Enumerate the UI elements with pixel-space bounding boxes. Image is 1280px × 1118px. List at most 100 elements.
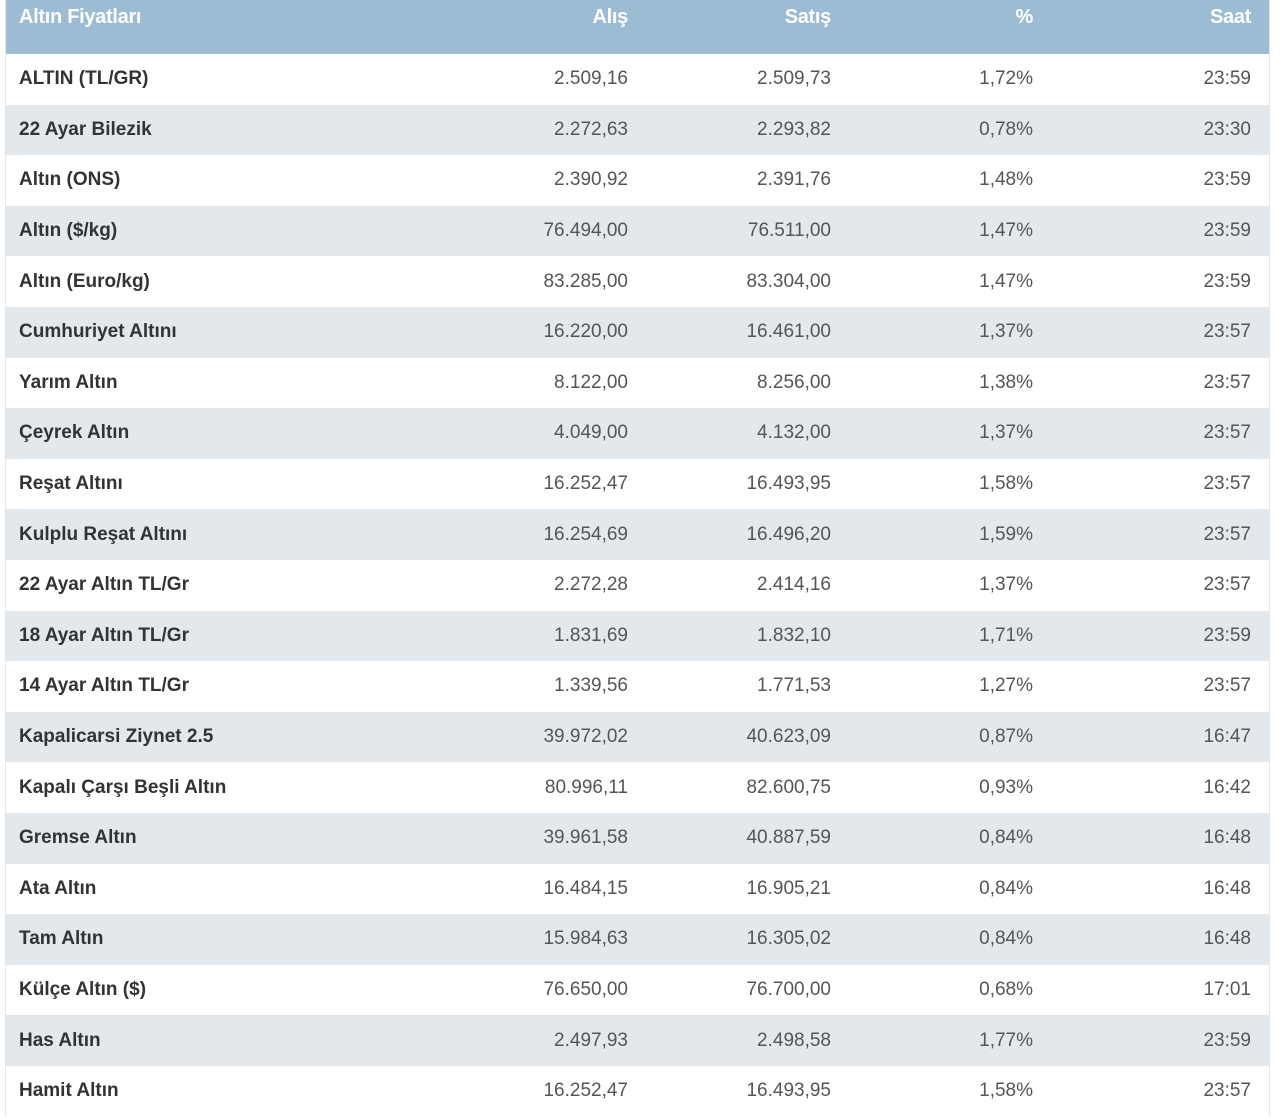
row-time: 16:48 <box>1203 827 1251 849</box>
row-buy: 16.220,00 <box>543 321 628 343</box>
row-change: 0,78% <box>979 118 1033 140</box>
gold-prices-table: Altın Fiyatları Alış Satış % Saat ALTIN … <box>6 0 1269 1117</box>
row-name: Kapalicarsi Ziynet 2.5 <box>19 726 214 748</box>
header-row: Altın Fiyatları Alış Satış % Saat <box>6 0 1269 54</box>
table-row[interactable]: Cumhuriyet Altını 16.220,00 16.461,00 1,37%… <box>6 306 1269 358</box>
header-change: % <box>1015 6 1034 28</box>
row-sell: 40.887,59 <box>746 827 831 849</box>
table-row[interactable]: Gremse Altın 39.961,58 40.887,59 0,84% 16:48 <box>6 812 1269 864</box>
row-name: Ata Altın <box>19 877 97 899</box>
table-row[interactable]: Kapalı Çarşı Beşli Altın 80.996,11 82.600,… <box>6 762 1269 813</box>
row-change: 0,84% <box>979 928 1033 950</box>
row-sell: 1.832,10 <box>757 624 831 646</box>
row-sell: 16.493,95 <box>746 473 831 495</box>
row-buy: 1.831,69 <box>554 624 628 646</box>
row-time: 23:57 <box>1203 675 1251 697</box>
row-time: 17:01 <box>1203 978 1251 1000</box>
row-buy: 1.339,56 <box>554 675 628 697</box>
row-sell: 83.304,00 <box>746 270 831 292</box>
row-name: Has Altın <box>19 1029 101 1051</box>
row-sell: 16.493,95 <box>746 1080 831 1102</box>
table-header: Altın Fiyatları Alış Satış % Saat <box>6 0 1269 54</box>
table-row[interactable]: Külçe Altın ($) 76.650,00 76.700,00 0,68% 17… <box>6 964 1269 1016</box>
row-change: 1,58% <box>979 1080 1033 1102</box>
row-buy: 15.984,63 <box>543 928 628 950</box>
row-buy: 76.494,00 <box>543 220 628 242</box>
row-buy: 2.272,63 <box>554 118 628 140</box>
table-row[interactable]: ALTIN (TL/GR) 2.509,16 2.509,73 1,72% 23:59 <box>6 54 1269 105</box>
row-time: 23:59 <box>1203 270 1251 292</box>
row-change: 1,77% <box>979 1029 1033 1051</box>
row-change: 1,58% <box>979 473 1033 495</box>
row-sell: 2.414,16 <box>757 574 831 596</box>
row-sell: 2.498,58 <box>757 1029 831 1051</box>
table-row[interactable]: Altın (Euro/kg) 83.285,00 83.304,00 1,47% 23… <box>6 256 1269 307</box>
row-time: 23:57 <box>1203 1080 1251 1102</box>
row-time: 23:59 <box>1203 1029 1251 1051</box>
row-name: Gremse Altın <box>19 827 137 849</box>
table-row[interactable]: Tam Altın 15.984,63 16.305,02 0,84% 16:48 <box>6 914 1269 965</box>
row-name: Kapalı Çarşı Beşli Altın <box>19 776 227 798</box>
header-sell: Satış <box>784 6 832 28</box>
row-name: Altın (Euro/kg) <box>19 270 150 292</box>
table-row[interactable]: Hamit Altın 16.252,47 16.493,95 1,58% 23:57 <box>6 1065 1269 1117</box>
row-time: 23:57 <box>1203 574 1251 596</box>
row-name: Cumhuriyet Altını <box>19 321 177 343</box>
row-name: Çeyrek Altın <box>19 422 130 444</box>
row-sell: 40.623,09 <box>746 726 831 748</box>
row-time: 16:47 <box>1203 726 1251 748</box>
row-sell: 1.771,53 <box>757 675 831 697</box>
row-buy: 39.972,02 <box>543 726 628 748</box>
row-buy: 16.254,69 <box>543 523 628 545</box>
table-row[interactable]: Altın (ONS) 2.390,92 2.391,76 1,48% 23:59 <box>6 155 1269 206</box>
row-sell: 16.905,21 <box>746 877 831 899</box>
row-sell: 2.391,76 <box>757 169 831 191</box>
row-sell: 76.511,00 <box>747 220 831 242</box>
row-sell: 16.305,02 <box>746 928 831 950</box>
row-time: 23:59 <box>1203 220 1251 242</box>
row-name: 18 Ayar Altın TL/Gr <box>19 624 189 646</box>
row-name: Hamit Altın <box>19 1080 119 1102</box>
row-name: Altın ($/kg) <box>19 220 118 242</box>
row-change: 1,47% <box>979 270 1033 292</box>
table-body: ALTIN (TL/GR) 2.509,16 2.509,73 1,72% 23:59 2… <box>6 54 1269 1117</box>
row-buy: 2.272,28 <box>554 574 628 596</box>
header-name: Altın Fiyatları <box>19 6 142 28</box>
row-sell: 2.509,73 <box>757 68 831 90</box>
row-buy: 83.285,00 <box>543 270 628 292</box>
row-name: Altın (ONS) <box>19 169 121 191</box>
row-name: Reşat Altını <box>19 473 123 495</box>
table-row[interactable]: Altın ($/kg) 76.494,00 76.511,00 1,47% 23:59 <box>6 205 1269 257</box>
table-row[interactable]: Has Altın 2.497,93 2.498,58 1,77% 23:59 <box>6 1015 1269 1066</box>
table-row[interactable]: Ata Altın 16.484,15 16.905,21 0,84% 16:48 <box>6 863 1269 915</box>
row-time: 16:42 <box>1203 776 1251 798</box>
table-row[interactable]: 22 Ayar Bilezik 2.272,63 2.293,82 0,78% 23:3… <box>6 104 1269 156</box>
row-time: 23:57 <box>1203 523 1251 545</box>
table-row[interactable]: 18 Ayar Altın TL/Gr 1.831,69 1.832,10 1,71%… <box>6 610 1269 662</box>
row-time: 16:48 <box>1203 928 1251 950</box>
row-change: 1,37% <box>979 574 1033 596</box>
table-row[interactable]: Reşat Altını 16.252,47 16.493,95 1,58% 23:57 <box>6 458 1269 510</box>
row-change: 0,93% <box>979 776 1033 798</box>
row-change: 1,59% <box>979 523 1033 545</box>
row-name: Kulplu Reşat Altını <box>19 523 188 545</box>
row-name: 22 Ayar Bilezik <box>19 118 152 140</box>
row-sell: 16.461,00 <box>746 321 831 343</box>
row-change: 0,84% <box>979 877 1033 899</box>
table-row[interactable]: 22 Ayar Altın TL/Gr 2.272,28 2.414,16 1,37%… <box>6 559 1269 611</box>
row-change: 1,37% <box>979 422 1033 444</box>
table-row[interactable]: Yarım Altın 8.122,00 8.256,00 1,38% 23:57 <box>6 357 1269 409</box>
row-change: 1,47% <box>979 220 1033 242</box>
table-row[interactable]: Kulplu Reşat Altını 16.254,69 16.496,20 1,5… <box>6 509 1269 560</box>
table-row[interactable]: Çeyrek Altın 4.049,00 4.132,00 1,37% 23:57 <box>6 408 1269 459</box>
row-time: 16:48 <box>1203 877 1251 899</box>
row-change: 1,71% <box>979 624 1033 646</box>
row-time: 23:59 <box>1203 624 1251 646</box>
row-time: 23:59 <box>1203 68 1251 90</box>
table-row[interactable]: Kapalicarsi Ziynet 2.5 39.972,02 40.623,09… <box>6 711 1269 763</box>
row-buy: 76.650,00 <box>543 978 628 1000</box>
row-time: 23:57 <box>1203 371 1251 393</box>
table-row[interactable]: 14 Ayar Altın TL/Gr 1.339,56 1.771,53 1,27%… <box>6 661 1269 712</box>
row-sell: 76.700,00 <box>746 978 831 1000</box>
row-name: 14 Ayar Altın TL/Gr <box>19 675 189 697</box>
